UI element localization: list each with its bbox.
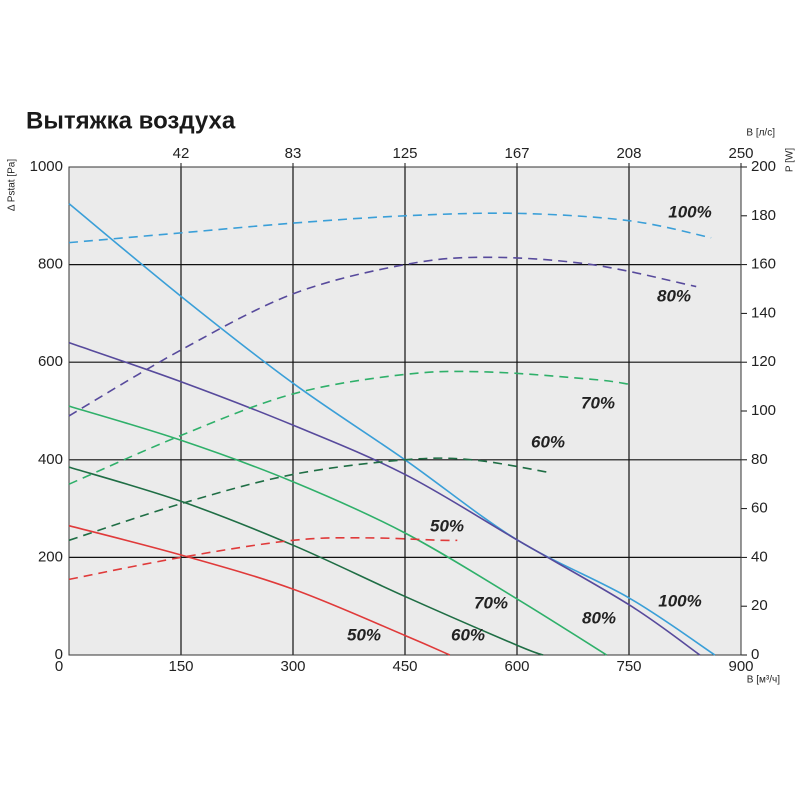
y2-tick-label: 120: [751, 353, 776, 370]
y2-tick-label: 40: [751, 548, 768, 565]
curve-label: 80%: [657, 286, 691, 305]
curve-label: 50%: [347, 625, 381, 644]
curve-label: 50%: [430, 516, 464, 535]
curve-label: 60%: [451, 625, 485, 644]
pressure-curve: [68, 524, 451, 656]
x-tick-label: 150: [168, 658, 193, 675]
y-axis-label: Δ Pstat [Pa]: [7, 159, 18, 211]
curve-label: 100%: [668, 202, 711, 221]
x2-tick-label: 250: [728, 145, 753, 162]
power-curve: [68, 536, 458, 581]
curve-label: 100%: [658, 591, 701, 610]
power-curve: [68, 256, 697, 417]
x-tick-label: 900: [728, 658, 753, 675]
y-tick-label: 800: [38, 256, 63, 273]
curve-label: 70%: [474, 593, 508, 612]
plot-border: [68, 166, 742, 656]
x-tick-label: 0: [55, 658, 63, 675]
power-curve: [68, 457, 547, 542]
pressure-curve: [68, 405, 608, 656]
y2-axis-label: P [W]: [785, 148, 796, 172]
curve-label: 80%: [582, 608, 616, 627]
x2-tick-label: 167: [504, 145, 529, 162]
y-tick-label: 200: [38, 548, 63, 565]
pressure-curve: [68, 341, 701, 656]
x2-tick-label: 42: [173, 145, 190, 162]
x-tick-label: 600: [504, 658, 529, 675]
pressure-curve: [68, 466, 544, 656]
x-tick-label: 300: [280, 658, 305, 675]
y-tick-label: 0: [55, 646, 63, 663]
y2-tick-label: 100: [751, 402, 776, 419]
x2-tick-label: 208: [616, 145, 641, 162]
power-curve: [68, 370, 630, 485]
x-tick-label: 450: [392, 658, 417, 675]
x2-axis-label: В [л/с]: [746, 128, 775, 139]
x-axis-label: В [м³/ч]: [747, 675, 780, 686]
y-tick-label: 1000: [30, 158, 63, 175]
y2-tick-label: 60: [751, 500, 768, 517]
y2-tick-label: 160: [751, 256, 776, 273]
y-tick-label: 600: [38, 353, 63, 370]
y2-tick-label: 0: [751, 646, 759, 663]
y2-tick-label: 20: [751, 597, 768, 614]
y2-tick-label: 200: [751, 158, 776, 175]
y2-tick-label: 180: [751, 207, 776, 224]
power-curve: [68, 212, 712, 244]
y2-tick-label: 140: [751, 304, 776, 321]
y-tick-label: 400: [38, 451, 63, 468]
y2-tick-label: 80: [751, 451, 768, 468]
chart-title: Вытяжка воздуха: [26, 107, 236, 134]
curve-label: 60%: [531, 432, 565, 451]
x-tick-label: 750: [616, 658, 641, 675]
x2-tick-label: 83: [285, 145, 302, 162]
x2-tick-label: 125: [392, 145, 417, 162]
curve-label: 70%: [581, 393, 615, 412]
